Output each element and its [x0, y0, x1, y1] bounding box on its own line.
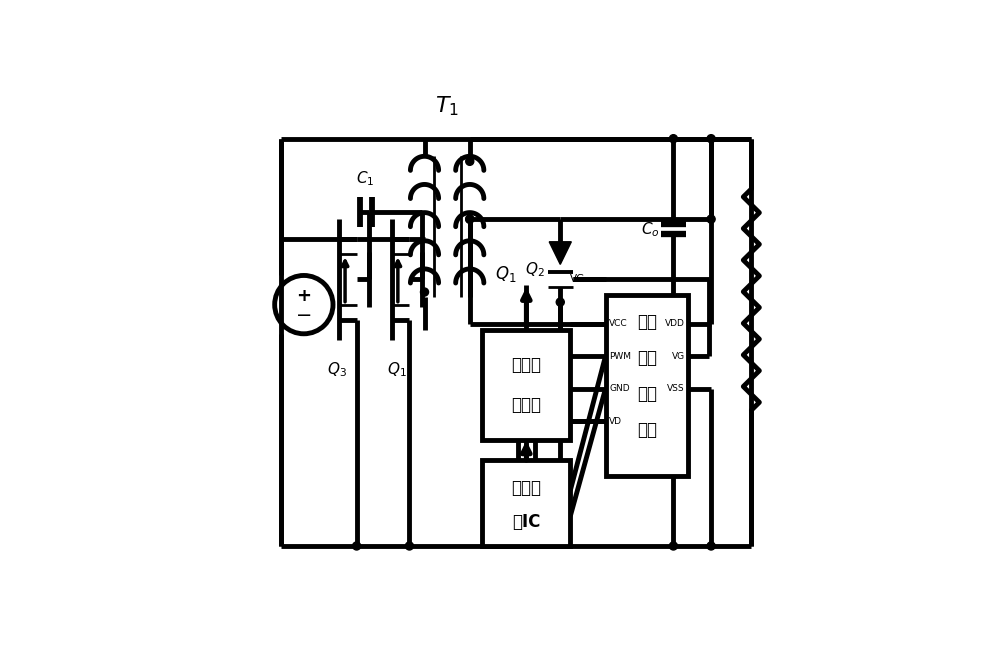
- Circle shape: [466, 215, 474, 223]
- Text: +: +: [296, 287, 311, 304]
- Text: VSS: VSS: [667, 384, 685, 393]
- Circle shape: [707, 215, 715, 223]
- Text: GND: GND: [609, 384, 630, 393]
- Text: 动模块: 动模块: [511, 396, 541, 414]
- Text: $Q_2$: $Q_2$: [525, 260, 545, 279]
- Text: 理IC: 理IC: [512, 513, 541, 531]
- Text: VCC: VCC: [609, 319, 628, 328]
- Text: −: −: [296, 306, 312, 325]
- Circle shape: [707, 542, 715, 550]
- Text: 副边驱: 副边驱: [511, 356, 541, 374]
- Text: $C_o$: $C_o$: [641, 220, 660, 238]
- Text: PWM: PWM: [609, 351, 631, 360]
- Circle shape: [420, 288, 429, 296]
- Text: 电路: 电路: [637, 421, 657, 439]
- Text: $T_1$: $T_1$: [435, 94, 459, 118]
- Circle shape: [353, 542, 361, 550]
- Text: $C_1$: $C_1$: [356, 170, 375, 188]
- Text: VDD: VDD: [665, 319, 685, 328]
- Text: VD: VD: [609, 417, 622, 426]
- Text: 电源管: 电源管: [511, 479, 541, 497]
- Circle shape: [707, 135, 715, 143]
- Polygon shape: [549, 242, 571, 264]
- Circle shape: [405, 542, 413, 550]
- Text: 同步: 同步: [637, 349, 657, 367]
- Bar: [482, 330, 570, 440]
- Circle shape: [556, 298, 564, 306]
- Text: $Q_1$: $Q_1$: [495, 264, 516, 285]
- Circle shape: [669, 542, 677, 550]
- Bar: [606, 295, 688, 475]
- Bar: [482, 460, 570, 546]
- Circle shape: [466, 215, 474, 223]
- Circle shape: [669, 135, 677, 143]
- Text: VG: VG: [672, 351, 685, 360]
- Text: VG: VG: [570, 274, 585, 285]
- Text: 反激: 反激: [637, 313, 657, 330]
- Text: 整流: 整流: [637, 385, 657, 403]
- Text: $Q_1$: $Q_1$: [387, 360, 407, 379]
- Circle shape: [466, 157, 474, 165]
- Text: $Q_3$: $Q_3$: [327, 360, 346, 379]
